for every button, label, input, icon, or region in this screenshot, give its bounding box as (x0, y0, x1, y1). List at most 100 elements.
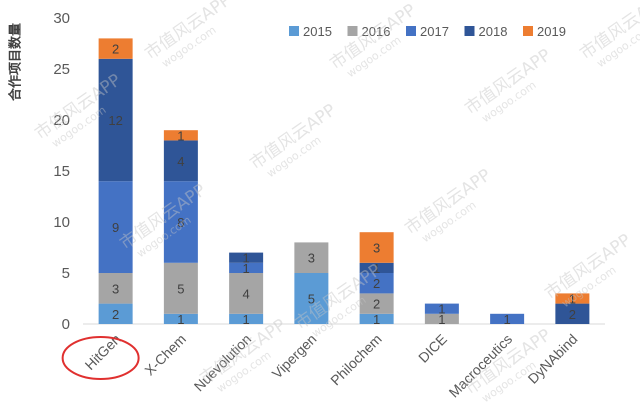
watermark-text: 市值风云APP (576, 0, 640, 64)
watermark-text: 市值风云APP (246, 100, 340, 174)
bar-segment-x-chem-2019 (163, 130, 198, 141)
data-label: 4 (177, 154, 184, 169)
y-tick-label: 25 (53, 61, 70, 78)
watermark-url: wogoo.com (419, 198, 478, 245)
data-label: 1 (438, 302, 445, 317)
legend-swatch (523, 26, 533, 36)
bar-segment-dynabind-2018 (555, 303, 590, 324)
bar-segment-vipergen-2016 (294, 242, 329, 273)
watermark-url: wogoo.com (159, 23, 218, 70)
legend-swatch (406, 26, 416, 36)
data-label: 1 (243, 251, 250, 266)
data-label: 1 (177, 312, 184, 327)
data-label: 1 (438, 312, 445, 327)
data-label: 1 (373, 312, 380, 327)
data-label: 2 (112, 42, 119, 57)
bar-segment-nuevolution-2016 (229, 273, 264, 314)
x-tick-label-nuevolution: Nuevolution (191, 331, 255, 395)
bar-segment-nuevolution-2018 (229, 252, 264, 263)
bar-segment-nuevolution-2017 (229, 262, 264, 273)
y-tick-label: 20 (53, 112, 70, 129)
bar-stack-x-chem: 1 5 8 4 1 (163, 128, 198, 327)
watermark-url: wogoo.com (479, 78, 538, 125)
data-label: 2 (112, 307, 119, 322)
data-label: 1 (243, 312, 250, 327)
x-tick-label-dynabind: DyNAbind (525, 331, 581, 387)
legend-swatch (464, 26, 475, 36)
bar-segment-nuevolution-2015 (229, 313, 264, 324)
bar-stack-macroceutics: 1 (490, 312, 525, 327)
data-label: 2 (373, 297, 380, 312)
y-tick-label: 15 (53, 163, 70, 180)
y-axis-title: 合作项目数量 (8, 23, 24, 101)
watermark-url: wogoo.com (344, 33, 403, 80)
bar-segment-x-chem-2017 (163, 181, 198, 263)
watermark-url: wogoo.com (264, 133, 323, 180)
bar-stack-dynabind: 21 (555, 292, 590, 324)
data-label: 5 (308, 292, 315, 307)
x-tick-label-macroceutics: Macroceutics (446, 331, 516, 401)
watermark-text: 市值风云APP (461, 45, 555, 119)
bar-segment-dynabind-2019 (555, 293, 590, 304)
bar-segment-x-chem-2018 (163, 140, 198, 182)
y-tick-label: 0 (62, 316, 70, 333)
data-label: 1 (504, 312, 511, 327)
data-label: 5 (177, 281, 184, 296)
bar-segment-philochem-2018 (359, 262, 394, 273)
data-label: 1 (243, 261, 250, 276)
data-label: 3 (308, 251, 315, 266)
bar-segment-philochem-2017 (359, 273, 394, 294)
bar-segment-macroceutics-2017 (490, 313, 525, 324)
legend-label: 2019 (537, 24, 566, 39)
data-label: 12 (108, 113, 122, 128)
data-label: 2 (569, 307, 576, 322)
legend-swatch (289, 26, 299, 36)
bar-segment-hitgen-2016 (98, 273, 133, 304)
bar-segment-hitgen-2019 (98, 38, 133, 59)
watermark-url: wogoo.com (594, 23, 640, 70)
legend-label: 2016 (362, 24, 391, 39)
legend-label: 2015 (303, 24, 332, 39)
data-label: 3 (112, 281, 119, 296)
bar-segment-philochem-2016 (359, 293, 394, 314)
data-label: 2 (373, 276, 380, 291)
bar-segment-hitgen-2017 (98, 181, 133, 273)
y-tick-label: 5 (62, 265, 70, 282)
data-label: 4 (243, 286, 250, 301)
x-tick-label-dice: DICE (415, 331, 450, 366)
watermark-text: 市值风云APP (401, 165, 495, 239)
bar-segment-hitgen-2018 (98, 58, 133, 182)
data-label: 1 (373, 261, 380, 276)
bar-stack-hitgen: 2 3 9 12 2 (98, 38, 133, 324)
bar-segment-dice-2017 (424, 303, 459, 314)
data-label: 9 (112, 220, 119, 235)
bar-segment-philochem-2015 (359, 313, 394, 324)
data-label: 8 (177, 215, 184, 230)
bar-segment-dice-2016 (424, 313, 459, 324)
data-label: 1 (177, 128, 184, 143)
highlight-ellipse (61, 336, 140, 380)
bar-stack-vipergen: 53 (294, 242, 329, 324)
bar-segment-hitgen-2015 (98, 303, 133, 324)
bar-stack-dice: 11 (424, 302, 459, 327)
y-tick-label: 30 (53, 10, 70, 27)
legend-label: 2018 (479, 24, 508, 39)
legend-swatch (347, 26, 358, 36)
bar-segment-philochem-2019 (359, 232, 394, 263)
x-tick-label-x-chem: X-Chem (141, 331, 189, 379)
watermark-text: 市值风云APP (141, 0, 235, 64)
y-tick-label: 10 (53, 214, 70, 231)
bar-segment-x-chem-2015 (163, 313, 198, 324)
data-label: 1 (569, 292, 576, 307)
x-tick-label-vipergen: Vipergen (269, 331, 320, 382)
legend-label: 2017 (420, 24, 449, 39)
